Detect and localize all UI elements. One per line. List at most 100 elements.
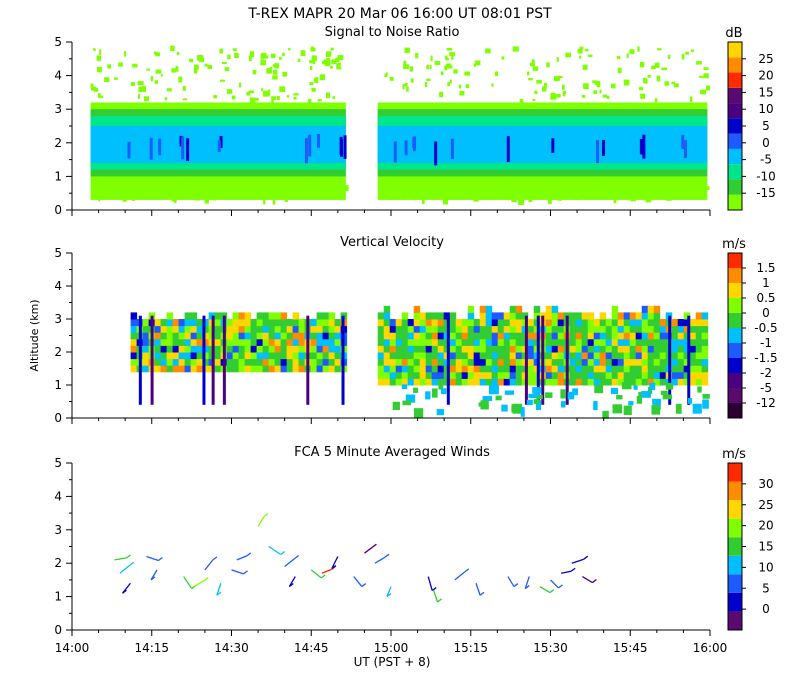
snr-speckle — [204, 64, 208, 67]
snr-streak — [149, 137, 153, 160]
vv-cell — [629, 319, 637, 327]
vv-cell — [316, 358, 324, 366]
vv-cell — [515, 325, 523, 333]
wind-barb-flag — [320, 574, 326, 579]
vv-cell — [377, 371, 385, 379]
vv-cell — [575, 319, 583, 327]
snr-speckle — [93, 88, 99, 92]
vv-cell — [473, 332, 481, 340]
snr-speckle — [269, 66, 273, 70]
snr-speckle — [300, 50, 306, 57]
vv-cell — [635, 352, 643, 360]
vv-cell — [280, 319, 288, 327]
colorbar-swatch — [728, 611, 742, 630]
vv-cell — [455, 345, 463, 353]
vv-cell — [268, 319, 276, 327]
vv-cell — [575, 338, 583, 346]
x-tick-label: 16:00 — [693, 641, 728, 655]
vv-cell — [262, 312, 270, 320]
vv-cell — [569, 319, 577, 327]
colorbar-swatch — [728, 500, 742, 519]
snr-speckle — [178, 76, 183, 83]
vv-cell — [479, 305, 487, 313]
vv-cell — [395, 352, 403, 360]
vv-cell — [683, 332, 691, 340]
y-tick-label: 4 — [54, 489, 62, 503]
snr-speckle — [389, 76, 394, 81]
vv-cell — [641, 378, 649, 386]
snr-streak — [393, 141, 397, 163]
vv-cell — [677, 352, 685, 360]
vv-cell — [611, 312, 619, 320]
vv-cell — [292, 332, 300, 340]
wind-barb — [146, 555, 159, 562]
wind-barb — [216, 583, 222, 596]
colorbar-label: -10 — [756, 169, 776, 183]
vv-cell — [437, 338, 445, 346]
vv-cell — [545, 371, 553, 379]
vv-cell — [689, 371, 697, 379]
vv-cell — [172, 338, 180, 346]
snr-speckle — [122, 198, 127, 202]
vv-cell — [671, 365, 679, 373]
vv-cell — [641, 352, 649, 360]
vv-cell — [497, 371, 505, 379]
vv-cell — [274, 319, 282, 327]
vv-cell — [419, 325, 427, 333]
vv-low-patch — [488, 384, 499, 395]
vv-cell — [328, 358, 336, 366]
vv-cell — [701, 352, 709, 360]
vv-cell — [503, 358, 511, 366]
vv-cell — [202, 352, 210, 360]
colorbar-label: 1.5 — [756, 261, 775, 275]
vv-cell — [593, 332, 601, 340]
vv-cell — [286, 332, 294, 340]
vv-low-patch — [504, 390, 515, 395]
snr-speckle — [664, 81, 670, 86]
vv-cell — [515, 352, 523, 360]
vv-cell — [256, 332, 264, 340]
x-tick-label: 15:30 — [533, 641, 568, 655]
vv-cell — [389, 332, 397, 340]
vv-cell — [232, 325, 240, 333]
wind-barb-flag — [384, 553, 390, 558]
vv-cell — [599, 365, 607, 373]
snr-speckle — [563, 90, 567, 94]
snr-streak — [308, 134, 312, 157]
vv-cell — [647, 338, 655, 346]
snr-speckle — [99, 95, 104, 98]
vv-cell — [527, 371, 535, 379]
vv-low-patch — [638, 391, 644, 397]
vv-cell — [383, 365, 391, 373]
snr-speckle — [546, 62, 550, 68]
vv-cell — [497, 345, 505, 353]
vv-cell — [701, 319, 709, 327]
vv-cell — [268, 358, 276, 366]
wind-barb — [204, 559, 214, 571]
vv-cell — [244, 332, 252, 340]
vv-cell — [635, 319, 643, 327]
vv-cell — [473, 325, 481, 333]
wind-barb — [571, 558, 584, 564]
snr-speckle — [123, 51, 127, 57]
vv-cell — [467, 378, 475, 386]
snr-speckle — [260, 59, 266, 66]
y-tick-label: 0 — [54, 203, 62, 217]
snr-speckle — [429, 64, 432, 70]
vv-cell — [569, 312, 577, 320]
colorbar-swatch — [728, 103, 742, 119]
snr-speckle — [142, 86, 147, 93]
snr-speckle — [276, 95, 280, 101]
wind-barb-flag — [558, 584, 563, 589]
vv-cell — [683, 312, 691, 320]
vv-low-patch — [594, 385, 604, 394]
snr-speckle — [314, 77, 319, 84]
snr-speckle — [271, 96, 277, 101]
vv-cell — [184, 358, 192, 366]
vv-low-patch — [612, 404, 623, 414]
vv-low-patch — [621, 382, 632, 390]
vv-cell — [605, 345, 613, 353]
vv-cell — [461, 319, 469, 327]
vv-cell — [527, 358, 535, 366]
snr-speckle — [176, 51, 180, 56]
